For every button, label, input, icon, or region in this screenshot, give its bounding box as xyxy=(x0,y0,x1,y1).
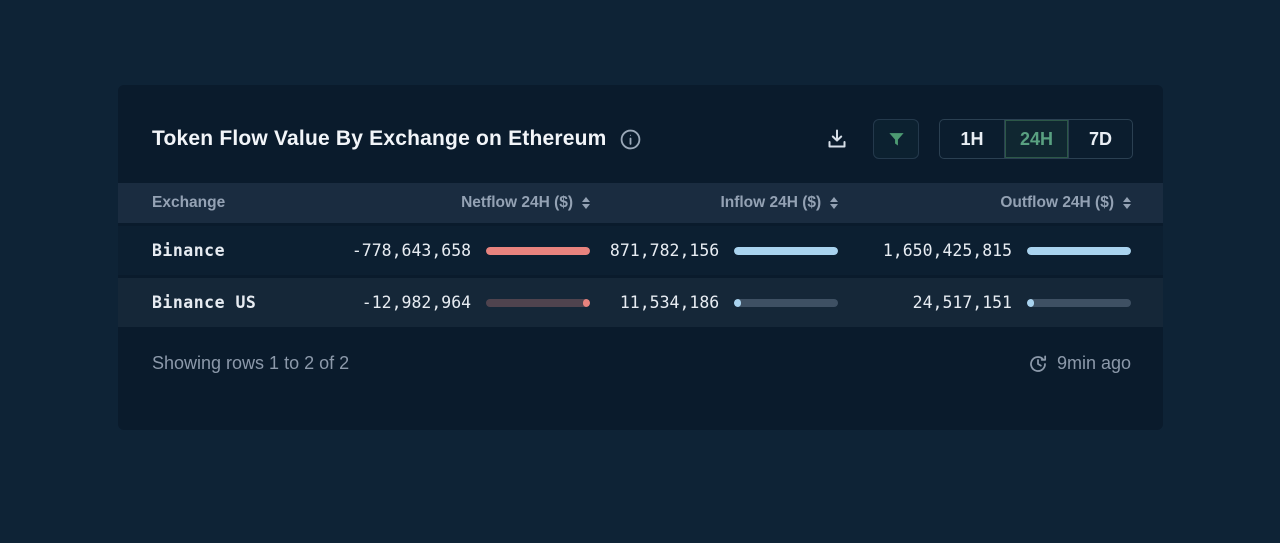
outflow-cell: 1,650,425,815 xyxy=(838,241,1131,260)
exchange-name: Binance US xyxy=(152,293,257,312)
netflow-cell: -778,643,658 xyxy=(337,241,591,260)
sort-icon xyxy=(1123,196,1131,210)
download-icon xyxy=(825,127,849,151)
panel-footer: Showing rows 1 to 2 of 2 9min ago xyxy=(118,327,1163,374)
history-refresh-icon[interactable] xyxy=(1028,354,1048,374)
time-range-selector: 1H 24H 7D xyxy=(939,119,1133,159)
panel-header: Token Flow Value By Exchange on Ethereum xyxy=(118,85,1163,183)
inflow-cell: 11,534,186 xyxy=(590,293,839,312)
outflow-bar xyxy=(1027,246,1131,255)
sort-icon xyxy=(582,196,591,210)
token-flow-panel: Token Flow Value By Exchange on Ethereum xyxy=(118,85,1163,430)
info-icon[interactable] xyxy=(619,128,642,151)
netflow-cell: -12,982,964 xyxy=(337,293,591,312)
time-range-24h[interactable]: 24H xyxy=(1004,120,1068,158)
table-header-row: Exchange Netflow 24H ($) Inflow 24H ($) … xyxy=(118,183,1163,223)
time-range-7d[interactable]: 7D xyxy=(1068,120,1132,158)
panel-title: Token Flow Value By Exchange on Ethereum xyxy=(152,127,607,150)
last-updated-text: 9min ago xyxy=(1056,353,1131,373)
table-row: Binance US -12,982,964 11,534,186 24,517… xyxy=(118,278,1163,327)
filter-icon xyxy=(887,130,906,149)
column-header-netflow[interactable]: Netflow 24H ($) xyxy=(337,194,591,212)
column-header-outflow[interactable]: Outflow 24H ($) xyxy=(838,194,1131,212)
inflow-cell: 871,782,156 xyxy=(590,241,839,260)
outflow-bar xyxy=(1027,298,1131,307)
table-row: Binance -778,643,658 871,782,156 1,650,4… xyxy=(118,226,1163,275)
time-range-1h[interactable]: 1H xyxy=(940,120,1004,158)
row-count-status: Showing rows 1 to 2 of 2 xyxy=(152,353,350,373)
outflow-cell: 24,517,151 xyxy=(838,293,1131,312)
exchange-name: Binance xyxy=(152,241,226,260)
netflow-bar xyxy=(486,298,591,307)
netflow-bar xyxy=(486,246,591,255)
header-controls: 1H 24H 7D xyxy=(821,119,1133,159)
inflow-bar xyxy=(734,298,839,307)
inflow-bar xyxy=(734,246,839,255)
column-header-inflow[interactable]: Inflow 24H ($) xyxy=(590,194,839,212)
download-button[interactable] xyxy=(821,123,853,155)
sort-icon xyxy=(830,196,839,210)
filter-button[interactable] xyxy=(873,119,919,159)
column-header-exchange: Exchange xyxy=(152,194,226,211)
last-updated: 9min ago xyxy=(1028,353,1131,374)
